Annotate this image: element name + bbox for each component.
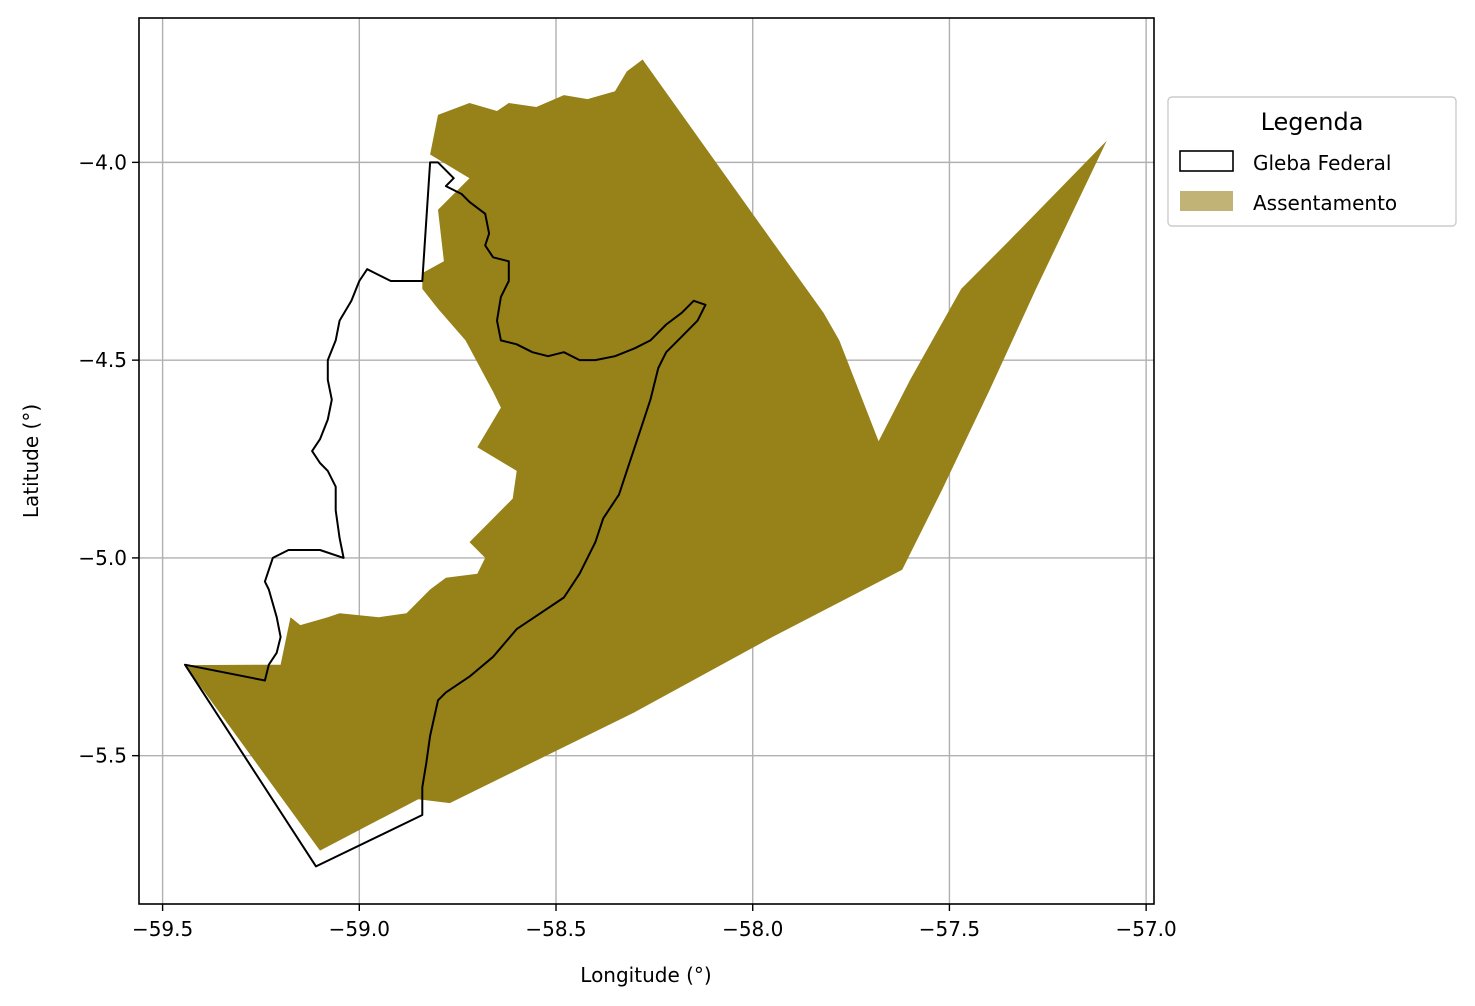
x-tick-label: −59.5: [132, 917, 193, 941]
x-tick-label: −57.0: [1115, 917, 1176, 941]
x-axis-ticks: −59.5 −59.0 −58.5 −58.0 −57.5 −57.0: [132, 904, 1177, 941]
y-tick-label: −4.0: [78, 150, 127, 174]
x-tick-label: −57.5: [919, 917, 980, 941]
x-tick-label: −58.5: [525, 917, 586, 941]
y-tick-label: −4.5: [78, 348, 127, 372]
legend-swatch-assentamento: [1180, 191, 1233, 211]
x-tick-label: −59.0: [329, 917, 390, 941]
x-axis-label: Longitude (°): [580, 963, 711, 987]
legend-frame: [1167, 96, 1457, 227]
y-tick-label: −5.5: [78, 744, 127, 768]
gleba-federal-layer: [184, 161, 707, 868]
y-axis-label: Latitude (°): [19, 404, 43, 518]
legend-label-gleba-federal: Gleba Federal: [1253, 151, 1391, 175]
y-tick-label: −5.0: [78, 546, 127, 570]
assentamento-polygon: [185, 59, 1107, 851]
legend-label-assentamento: Assentamento: [1253, 191, 1397, 215]
y-axis-ticks: −4.0 −4.5 −5.0 −5.5: [78, 150, 139, 768]
plot-frame: [138, 17, 1155, 905]
x-tick-label: −58.0: [722, 917, 783, 941]
legend: Legenda Gleba Federal Assentamento: [1167, 96, 1457, 227]
legend-swatch-gleba-federal: [1179, 150, 1234, 172]
assentamento-layer: [185, 59, 1107, 851]
gleba-federal-polygon: [184, 161, 707, 868]
legend-title: Legenda: [1261, 108, 1364, 136]
